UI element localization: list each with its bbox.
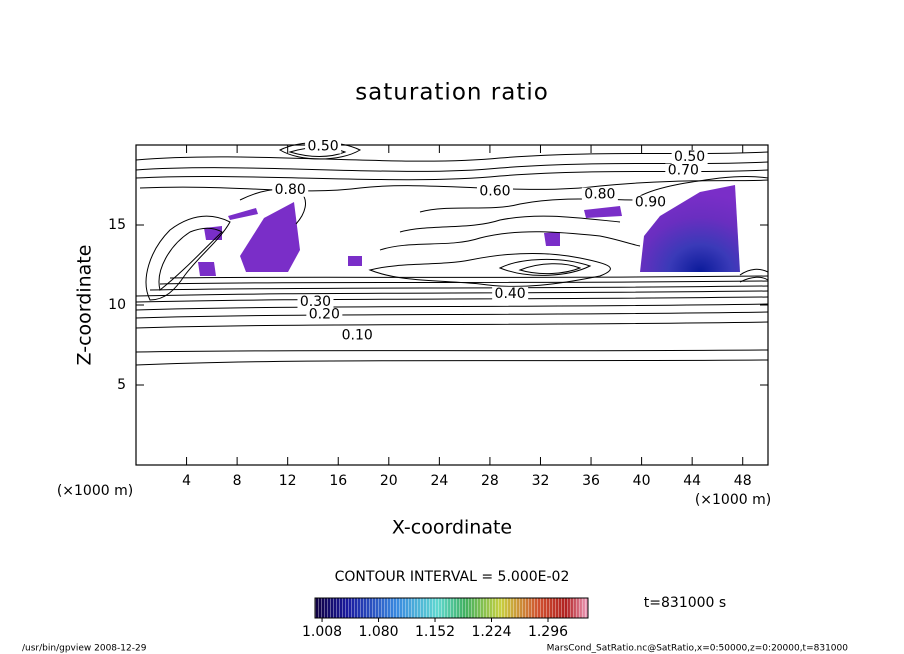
footer-right: MarsCond_SatRatio.nc@SatRatio,x=0:50000,… (547, 644, 849, 654)
contour-label-bg (305, 139, 342, 154)
contour-label: 0.60 (479, 183, 510, 199)
x-tick-label: 4 (182, 473, 191, 489)
colorbar-tick-label: 1.080 (358, 624, 398, 640)
contour-label-bg (476, 184, 513, 199)
time-label: t=831000 s (644, 595, 726, 611)
x-axis-title: X-coordinate (392, 517, 512, 539)
contour-label: 0.20 (309, 307, 340, 323)
footer-left: /usr/bin/gpview 2008-12-29 (22, 644, 147, 654)
contour-label-bg (492, 286, 529, 301)
contour-label: 0.50 (307, 139, 338, 155)
y-tick-label: 15 (108, 217, 126, 233)
contour-label-bg (272, 182, 309, 197)
x-tick-label: 36 (582, 473, 600, 489)
colorbar-tick-label: 1.224 (471, 624, 511, 640)
x-tick-label: 8 (233, 473, 242, 489)
contour-label-bg (665, 163, 702, 178)
y-tick-label: 5 (117, 377, 126, 393)
x-tick-label: 40 (633, 473, 651, 489)
contour-label-bg (632, 195, 669, 210)
contour-label-bg (297, 294, 334, 309)
contour-label: 0.90 (635, 195, 666, 211)
y-unit: (×1000 m) (57, 483, 133, 499)
x-tick-label: 24 (430, 473, 448, 489)
contour-label-bg (339, 328, 376, 343)
contour-label: 0.50 (674, 149, 705, 165)
contour-label-bg (581, 187, 618, 202)
colorbar-tick-label: 1.296 (528, 624, 568, 640)
contour-label: 0.10 (342, 327, 373, 343)
contour-label-bg (306, 307, 343, 322)
x-tick-label: 20 (380, 473, 398, 489)
contour-label: 0.30 (300, 294, 331, 310)
colorbar-tick-label: 1.008 (302, 624, 342, 640)
contour-label: 0.80 (584, 187, 615, 203)
y-axis-title: Z-coordinate (74, 245, 96, 366)
contour-label: 0.40 (495, 286, 526, 302)
x-unit: (×1000 m) (695, 492, 771, 508)
chart-title: saturation ratio (355, 80, 549, 106)
contour-label-bg (671, 150, 708, 164)
x-tick-label: 12 (279, 473, 297, 489)
contour-label: 0.80 (275, 182, 306, 198)
x-tick-label: 44 (683, 473, 701, 489)
x-tick-label: 28 (481, 473, 499, 489)
contour-interval: CONTOUR INTERVAL = 5.000E-02 (335, 569, 570, 585)
contour-label: 0.70 (668, 163, 699, 179)
colorbar-frame (314, 597, 589, 619)
x-tick-label: 48 (734, 473, 752, 489)
x-tick-label: 16 (329, 473, 347, 489)
y-tick-label: 10 (108, 297, 126, 313)
colorbar-tick-label: 1.152 (415, 624, 455, 640)
x-tick-label: 32 (532, 473, 550, 489)
